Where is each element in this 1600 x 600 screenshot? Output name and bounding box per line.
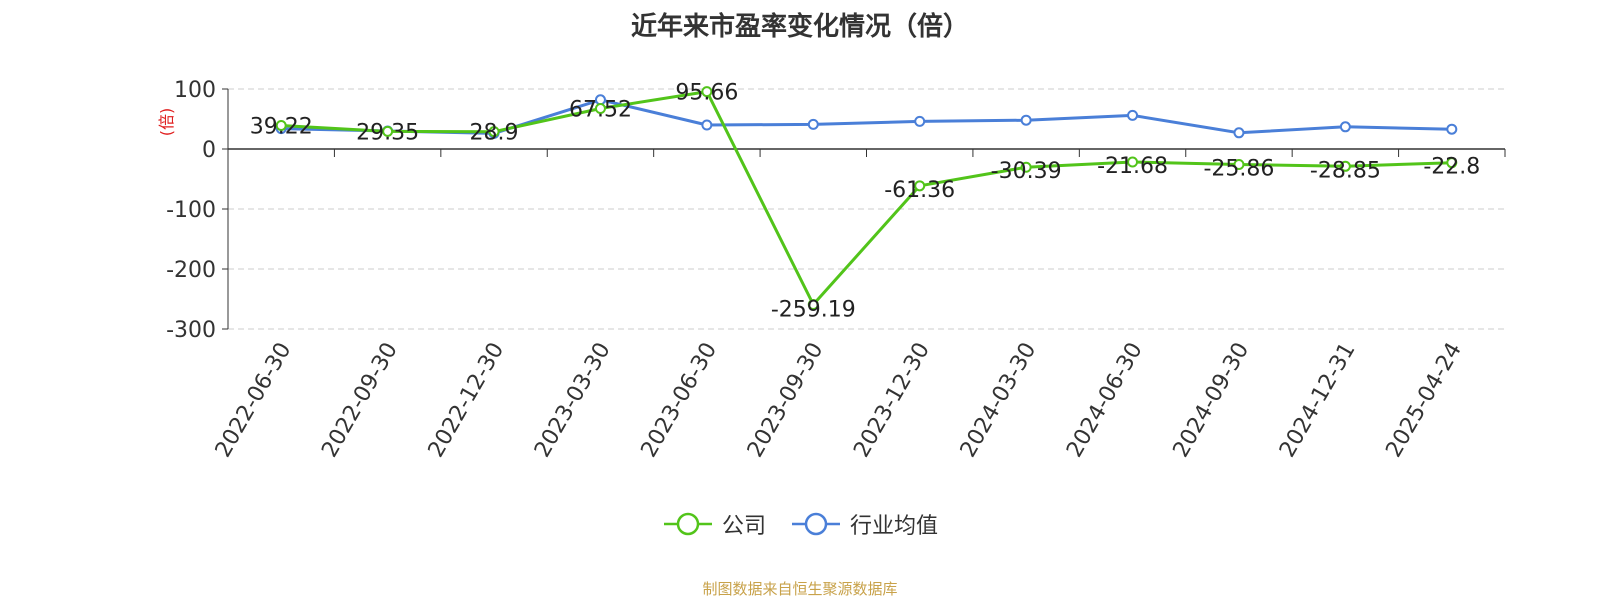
data-point-company[interactable] (701, 86, 713, 98)
data-label-company: 39.22 (250, 114, 313, 139)
data-point-company[interactable] (488, 126, 500, 138)
data-label-company: 28.9 (470, 121, 519, 146)
legend-company-marker (663, 512, 712, 536)
x-tick-label: 2024-03-30 (956, 339, 1042, 462)
legend-industry-label: 行业均值 (850, 514, 939, 539)
legend-item-industry-average[interactable]: 行业均值 (790, 508, 938, 540)
y-tick-label: -300 (166, 318, 216, 343)
y-axis-label: (倍) (157, 108, 176, 137)
data-point-company[interactable] (914, 180, 926, 192)
data-label-company: 29.35 (356, 120, 419, 145)
data-point-company[interactable] (1233, 159, 1245, 171)
y-tick-label: -100 (166, 198, 216, 223)
data-point-company[interactable] (594, 102, 606, 114)
x-tick-label: 2022-12-30 (424, 338, 510, 461)
data-point-industry-average[interactable] (1020, 114, 1032, 126)
data-label-company: -30.39 (991, 159, 1062, 184)
x-tick-label: 2022-06-30 (211, 339, 297, 462)
series-line-company (281, 90, 1452, 306)
data-point-industry-average[interactable] (807, 118, 819, 130)
x-tick-label: 2025-04-24 (1381, 339, 1467, 462)
data-label-company: -61.36 (884, 178, 955, 203)
legend: 公司 行业均值 (0, 508, 1600, 540)
data-label-company: 95.66 (675, 81, 738, 106)
data-point-company[interactable] (382, 125, 394, 137)
x-tick-label: 2023-12-30 (849, 338, 935, 461)
series-line-industry-average (281, 98, 1452, 135)
data-source-note: 制图数据来自恒生聚源数据库 (702, 580, 898, 598)
data-point-industry-average[interactable] (1446, 123, 1458, 135)
x-tick-label: 2022-09-30 (317, 339, 403, 462)
data-labels: 39.22 29.35 28.9 67.52 95.66 -259.19 -61.36 -30… (250, 81, 1481, 323)
y-tick-label: -200 (166, 258, 216, 283)
data-point-industry-average[interactable] (701, 119, 713, 131)
y-tick-label: 100 (174, 78, 216, 103)
legend-company-label: 公司 (721, 514, 766, 539)
data-label-company: 67.52 (569, 97, 632, 122)
data-label-company: -22.8 (1423, 155, 1480, 180)
x-tick-label: 2023-03-30 (530, 339, 616, 462)
y-tick-label: 0 (202, 138, 216, 163)
chart-title: 近年来市盈率变化情况（倍） (630, 12, 969, 42)
data-point-company[interactable] (1127, 156, 1139, 168)
data-label-company: -259.19 (771, 298, 856, 323)
data-point-company[interactable] (1020, 161, 1032, 173)
data-point-industry-average[interactable] (1127, 109, 1139, 121)
x-tick-label: 2024-12-31 (1275, 339, 1361, 462)
data-point-company[interactable] (275, 119, 287, 131)
data-point-industry-average[interactable] (914, 115, 926, 127)
data-point-industry-average[interactable] (1233, 127, 1245, 139)
data-point-industry-average[interactable] (1339, 121, 1351, 133)
data-label-company: -21.68 (1097, 154, 1168, 179)
x-tick-label: 2024-09-30 (1169, 339, 1255, 462)
data-label-company: -28.85 (1310, 158, 1381, 183)
data-label-company: -25.86 (1203, 157, 1274, 182)
legend-item-company[interactable]: 公司 (662, 508, 766, 540)
series-lines (275, 86, 1458, 311)
data-point-company[interactable] (807, 299, 819, 311)
x-tick-label: 2024-06-30 (1062, 339, 1148, 462)
x-tick-label: 2023-09-30 (743, 339, 829, 462)
data-point-company[interactable] (1339, 160, 1351, 172)
legend-industry-marker (792, 512, 840, 536)
x-tick-label: 2023-06-30 (636, 339, 722, 462)
grid-lines (228, 88, 1505, 330)
data-point-company[interactable] (1446, 157, 1458, 169)
